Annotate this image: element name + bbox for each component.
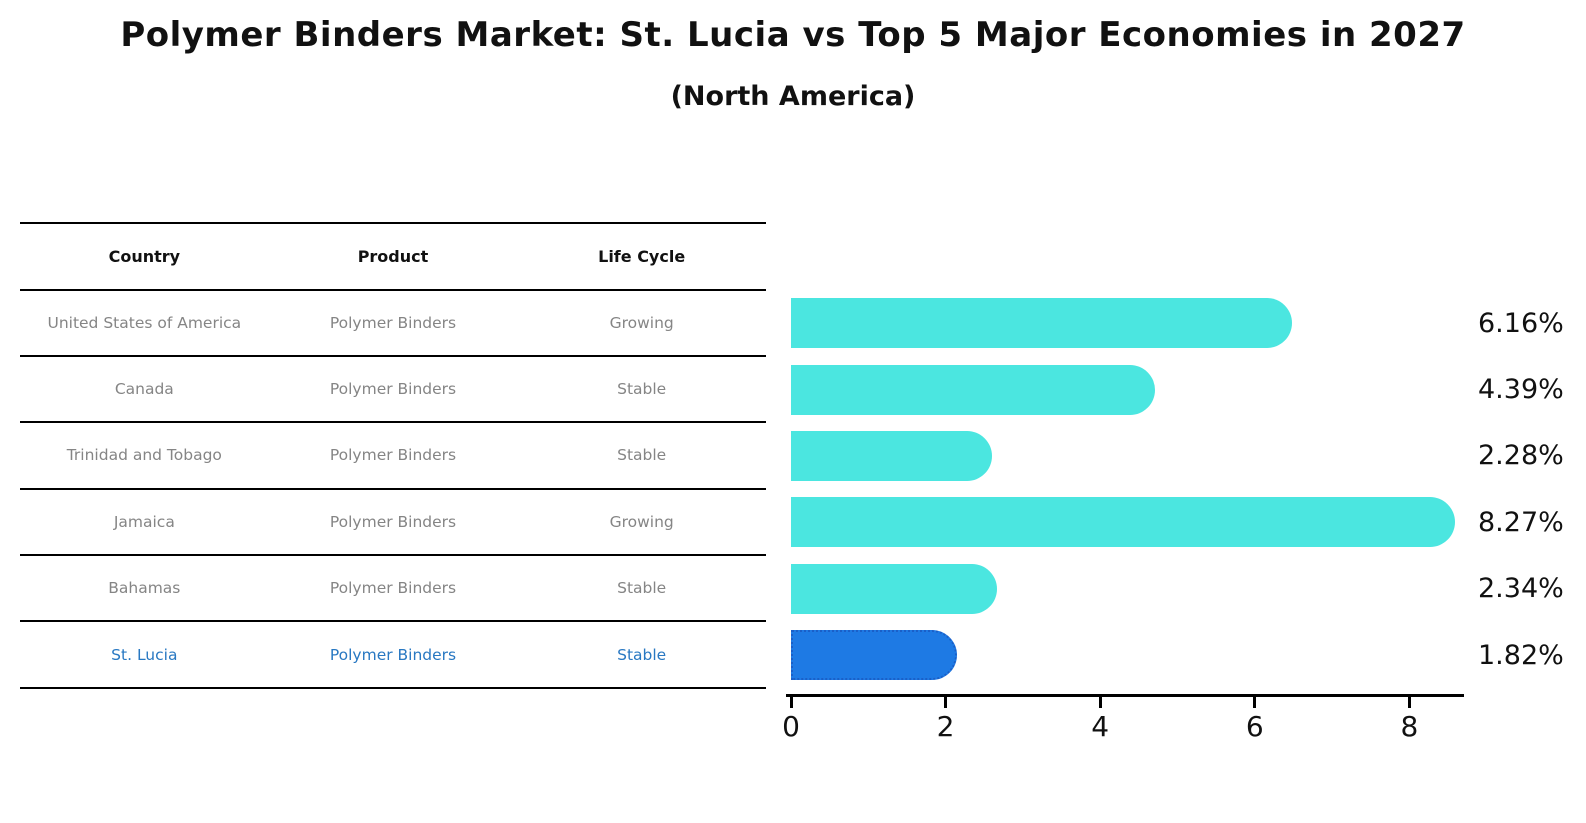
table-row-st-lucia: St. Lucia Polymer Binders Stable [20, 622, 766, 689]
value-label: 2.28% [1478, 440, 1564, 472]
table-header-row: Country Product Life Cycle [20, 224, 766, 291]
column-header-life-cycle: Life Cycle [598, 246, 686, 266]
bar-row [791, 556, 1491, 622]
cell-life-cycle: Stable [617, 446, 667, 465]
cell-product: Polymer Binders [329, 313, 457, 332]
bar-row [791, 622, 1491, 688]
table-row: Bahamas Polymer Binders Stable [20, 556, 766, 623]
cell-country: Jamaica [113, 512, 175, 531]
cell-product: Polymer Binders [329, 446, 457, 465]
table-row: United States of America Polymer Binders… [20, 291, 766, 357]
cell-life-cycle: Growing [609, 313, 674, 332]
cell-country: Canada [114, 380, 174, 399]
cell-country: United States of America [47, 313, 242, 332]
axis-tick [944, 694, 948, 708]
cell-product: Polymer Binders [329, 579, 457, 598]
axis-tick-label: 4 [1091, 710, 1110, 743]
cell-life-cycle: Growing [609, 512, 674, 531]
value-label: 8.27% [1478, 506, 1564, 538]
table-row: Jamaica Polymer Binders Growing [20, 490, 766, 557]
cell-product: Polymer Binders [329, 512, 457, 531]
value-label: 1.82% [1478, 639, 1564, 671]
table-row: Canada Polymer Binders Stable [20, 357, 766, 424]
table-row: Trinidad and Tobago Polymer Binders Stab… [20, 423, 766, 490]
page-title: Polymer Binders Market: St. Lucia vs Top… [120, 15, 1466, 55]
bar-trinidad-and-tobago [791, 430, 993, 481]
page-subtitle: (North America) [670, 81, 916, 112]
bar-canada [791, 364, 1156, 415]
axis-tick-label: 2 [936, 710, 955, 743]
value-label: 2.34% [1478, 573, 1564, 605]
x-axis-line [786, 694, 1464, 697]
column-header-product: Product [357, 246, 429, 266]
cell-country: St. Lucia [111, 645, 178, 664]
bar-row [791, 290, 1491, 356]
bar-row [791, 489, 1491, 555]
axis-tick-label: 8 [1400, 710, 1419, 743]
bar-united-states [791, 298, 1293, 349]
bar-jamaica [791, 497, 1456, 548]
bar-bahamas [791, 563, 997, 614]
value-label-column: 6.16% 4.39% 2.28% 8.27% 2.34% 1.82% [1478, 290, 1564, 688]
axis-tick [1253, 694, 1257, 708]
value-label: 4.39% [1478, 374, 1564, 406]
cell-life-cycle: Stable [617, 645, 667, 664]
axis-tick-label: 6 [1245, 710, 1264, 743]
axis-tick [1098, 694, 1102, 708]
value-label: 6.16% [1478, 307, 1564, 339]
cell-country: Bahamas [108, 579, 181, 598]
axis-tick [1407, 694, 1411, 708]
cell-product: Polymer Binders [329, 645, 457, 664]
bar-st-lucia-highlight [791, 630, 957, 681]
cell-country: Trinidad and Tobago [66, 446, 222, 465]
country-table: Country Product Life Cycle United States… [20, 222, 766, 689]
axis-tick [789, 694, 793, 708]
bar-chart-area [791, 290, 1491, 688]
cell-life-cycle: Stable [617, 380, 667, 399]
column-header-country: Country [108, 246, 181, 266]
bar-row [791, 356, 1491, 422]
bar-row [791, 423, 1491, 489]
cell-life-cycle: Stable [617, 579, 667, 598]
axis-tick-label: 0 [782, 710, 800, 743]
cell-product: Polymer Binders [329, 380, 457, 399]
